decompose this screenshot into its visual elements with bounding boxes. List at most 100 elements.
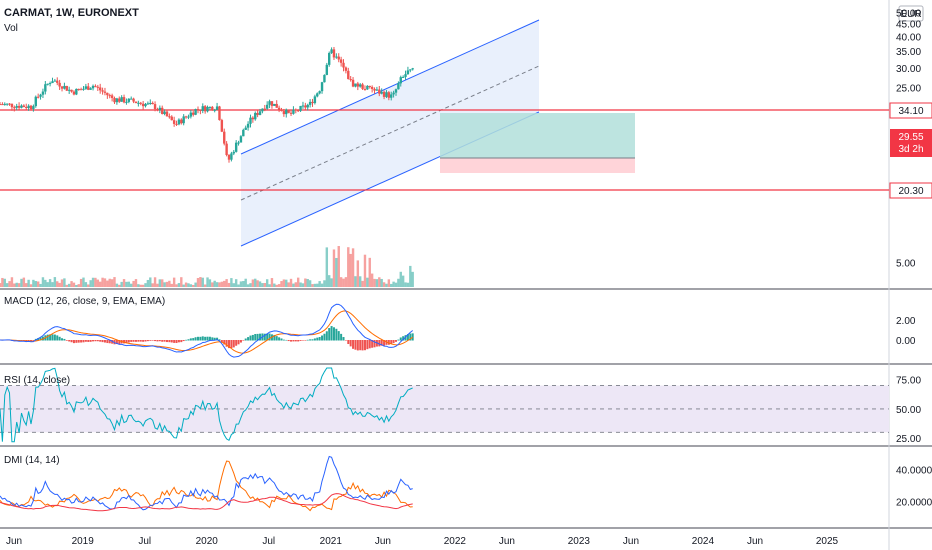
volume-bar-15 (34, 281, 37, 287)
macd-hist-bar-98 (232, 340, 235, 348)
candle-body-26 (60, 86, 64, 89)
macd-hist-bar-138 (328, 328, 331, 341)
macd-hist-bar-89 (211, 337, 214, 341)
volume-bar-96 (227, 282, 231, 287)
volume-bar-162 (385, 283, 388, 287)
volume-bar-100 (237, 284, 240, 287)
macd-hist-bar-113 (268, 333, 271, 341)
macd-hist-bar-145 (344, 340, 347, 341)
long-position-profit-zone[interactable] (440, 113, 635, 158)
macd-hist-bar-67 (158, 340, 161, 342)
price-drawings[interactable] (0, 19, 889, 247)
volume-bar-35 (82, 277, 85, 287)
macd-hist-bar-77 (182, 340, 185, 342)
macd-hist-bar-106 (251, 334, 254, 341)
candle-body-5 (10, 103, 14, 108)
candle-body-22 (51, 81, 54, 84)
candle-body-87 (206, 106, 209, 112)
candle-body-106 (251, 117, 255, 120)
candle-body-172 (409, 69, 412, 71)
volume-bar-50 (118, 284, 121, 287)
macd-hist-bar-112 (266, 333, 269, 341)
volume-bar-103 (244, 278, 247, 287)
macd-hist-bar-128 (304, 340, 307, 341)
macd-hist-bar-171 (406, 334, 409, 341)
rsi-axis[interactable]: 75.00 50.00 25.00 (896, 376, 921, 445)
candle-body-112 (265, 104, 269, 109)
macd-hist-bar-54 (127, 340, 130, 343)
volume-bar-121 (287, 282, 290, 287)
candle-body-98 (232, 151, 235, 154)
candle-body-89 (211, 106, 214, 111)
macd-hist-bar-123 (292, 340, 295, 342)
macd-hist-bar-165 (392, 340, 395, 344)
macd-hist-bar-91 (216, 337, 219, 341)
macd-tick-label-1: 0.00 (896, 336, 916, 347)
volume-bar-102 (242, 281, 245, 287)
candle-body-165 (392, 92, 395, 95)
volume-bar-105 (249, 283, 252, 287)
macd-signal-line (0, 310, 413, 354)
candle-body-17 (39, 94, 42, 97)
candle-body-129 (306, 104, 309, 108)
volume-bar-46 (108, 278, 111, 287)
macd-hist-bar-121 (287, 340, 290, 342)
volume-bar-81 (192, 284, 195, 287)
price-tick-label-2: 40.00 (896, 33, 921, 44)
macd-hist-bar-94 (223, 340, 226, 345)
volume-bar-124 (294, 282, 298, 287)
macd-hist-bar-81 (192, 338, 195, 341)
macd-hist-bar-42 (99, 340, 102, 342)
macd-hist-bar-73 (173, 340, 176, 343)
volume-bar-154 (366, 277, 369, 287)
volume-bar-73 (172, 277, 176, 287)
macd-hist-bar-28 (65, 340, 68, 341)
time-tick-label-3: 2020 (196, 536, 219, 547)
long-position-loss-zone[interactable] (440, 158, 635, 173)
candle-body-64 (151, 102, 154, 105)
rsi-label[interactable]: RSI (14, close) (4, 375, 70, 386)
volume-bar-114 (270, 278, 274, 287)
candle-body-109 (258, 111, 262, 115)
macd-hist-bar-58 (137, 340, 140, 342)
volume-bar-157 (373, 278, 376, 287)
macd-hist-bar-172 (409, 333, 412, 341)
macd-hist-bar-116 (275, 336, 278, 341)
macd-hist-bar-53 (125, 340, 128, 344)
volume-bar-52 (122, 279, 126, 287)
volume-bar-48 (113, 277, 116, 287)
candle-body-86 (203, 106, 207, 112)
channel-upper-line[interactable] (240, 19, 540, 155)
macd-label[interactable]: MACD (12, 26, close, 9, EMA, EMA) (4, 296, 165, 307)
volume-bar-171 (406, 282, 410, 287)
rsi-tick-label-2: 25.00 (896, 434, 921, 445)
candle-body-47 (110, 95, 114, 98)
volume-bar-142 (337, 246, 340, 287)
macd-hist-bar-127 (301, 340, 304, 341)
time-tick-label-10: Jun (623, 536, 639, 547)
dmi-label[interactable]: DMI (14, 14) (4, 455, 60, 466)
volume-bar-80 (189, 284, 193, 287)
dmi-tick-label-1: 20.0000 (896, 498, 932, 509)
macd-hist-bar-119 (282, 339, 285, 341)
rsi-band-fill (0, 385, 889, 433)
macd-hist-bar-100 (237, 340, 240, 345)
time-axis[interactable]: Jun 2019 Jul 2020 Jul 2021 Jun 2022 Jun 2023 Jun 20… (6, 536, 839, 547)
candle-body-149 (354, 83, 357, 87)
macd-hist-bar-118 (280, 338, 283, 341)
currency-badge[interactable]: EUR (898, 5, 924, 22)
volume-bar-36 (84, 282, 88, 287)
volume-bar-137 (325, 247, 329, 287)
macd-hist-bar-33 (77, 340, 80, 343)
volume-bar-27 (63, 278, 66, 287)
dmi-axis[interactable]: 40.0000 20.0000 (896, 465, 932, 508)
macd-axis[interactable]: 2.00 0.00 (896, 316, 916, 347)
volume-bar-170 (404, 282, 407, 287)
time-tick-label-13: 2025 (816, 536, 839, 547)
macd-hist-bar-163 (387, 340, 390, 345)
volume-bar-25 (58, 282, 61, 287)
candle-body-152 (361, 84, 364, 89)
volume-bar-166 (394, 282, 398, 287)
macd-hist-bar-108 (256, 333, 259, 341)
